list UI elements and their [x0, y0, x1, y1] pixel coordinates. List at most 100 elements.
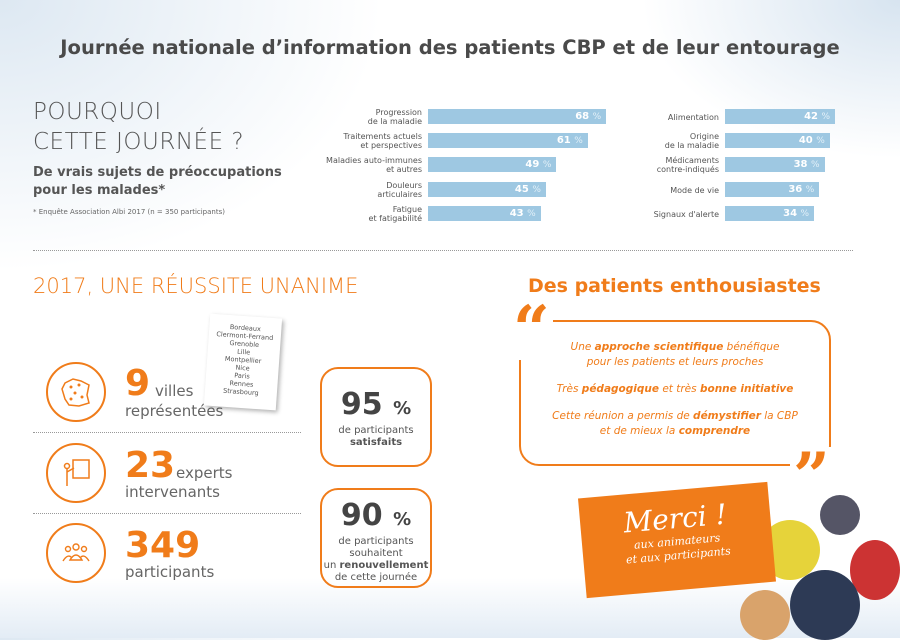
bar: 42 % — [725, 109, 836, 124]
experts-label: experts — [176, 464, 233, 482]
why-heading: POURQUOI CETTE JOURNÉE ? — [33, 97, 244, 157]
bar: 34 % — [725, 206, 815, 221]
bar: 40 % — [725, 133, 830, 148]
bar-value: 40 — [798, 135, 813, 146]
bar-label: Progression de la maladie — [302, 105, 422, 129]
box1-line1: de participants — [338, 425, 414, 436]
q: bénéfique — [723, 341, 780, 353]
bar-label-line1: Alimentation — [667, 112, 719, 122]
why-line2: CETTE JOURNÉE ? — [33, 129, 245, 155]
bar-label: Fatigue et fatigabilité — [302, 202, 422, 226]
bar-value: 49 — [525, 159, 540, 170]
bar: 49 % — [428, 157, 557, 172]
divider — [33, 432, 301, 433]
box1-line2: satisfaits — [349, 437, 403, 448]
q: la CBP — [760, 410, 798, 422]
q: Très — [556, 383, 582, 395]
bar-label-line1: Mode de vie — [670, 185, 719, 195]
close-quote-icon: ” — [790, 445, 833, 509]
cities-label: villes — [155, 382, 194, 400]
bar-label: Traitements actuels et perspectives — [302, 129, 422, 153]
bar-unit: % — [532, 185, 541, 195]
box2-line1: de participants — [338, 536, 414, 547]
bar: 68 % — [428, 109, 607, 124]
q: Cette réunion a permis de — [552, 410, 694, 422]
bar-value: 38 — [793, 159, 808, 170]
renewal-value: 90 — [340, 498, 383, 533]
bar-label: Origine de la maladie — [599, 129, 719, 153]
pct: % — [393, 398, 412, 419]
divider — [33, 513, 301, 514]
bar-label: Signaux d'alerte — [599, 202, 719, 226]
q: bonne initiative — [699, 383, 794, 395]
q: comprendre — [678, 425, 751, 437]
bar-label-line1: Maladies auto-immunes — [326, 156, 422, 165]
pct: % — [393, 509, 412, 530]
people-photo-part — [790, 570, 860, 640]
bar-value: 43 — [509, 208, 524, 219]
people-photo-part — [820, 495, 860, 535]
bar: 43 % — [428, 206, 541, 221]
experts-count: 23 — [125, 445, 176, 486]
experts-label2: intervenants — [125, 483, 220, 501]
open-quote-icon: “ — [510, 298, 553, 362]
sub1: De vrais sujets de préoccupations — [33, 165, 282, 180]
bar-label-line1: Traitements actuels — [343, 132, 422, 141]
bar-unit: % — [542, 160, 552, 170]
bar-value: 68 — [575, 111, 590, 122]
presenter-icon — [46, 443, 106, 503]
people-photo-part — [740, 590, 790, 640]
bar-unit: % — [527, 209, 536, 219]
success-heading: 2017, UNE RÉUSSITE UNANIME — [33, 274, 359, 298]
bar-value: 45 — [514, 184, 529, 195]
bar-unit: % — [800, 209, 810, 219]
bar-label: Douleurs articulaires — [302, 178, 422, 202]
bar-label-line2: et autres — [386, 165, 422, 174]
bar-unit: % — [592, 112, 602, 122]
bar-label-line1: Douleurs — [386, 181, 422, 190]
q: et de mieux la — [599, 425, 679, 437]
bar-label-line2: contre-indiqués — [656, 165, 719, 174]
bar-label-line1: Origine — [689, 132, 719, 141]
bar-label-line1: Signaux d'alerte — [653, 209, 719, 219]
q: démystifier — [693, 410, 761, 422]
bar-label-line1: Progression — [375, 108, 422, 117]
group-icon — [46, 523, 106, 583]
box2-line2: souhaitent — [349, 548, 403, 559]
bar-value: 36 — [788, 184, 803, 195]
cities-count: 9 — [125, 363, 151, 404]
bar-value: 42 — [804, 111, 818, 122]
q: Une — [570, 341, 595, 353]
bar-unit: % — [816, 136, 825, 146]
cities-card: Bordeaux Clermont-Ferrand Grenoble Lille Mon… — [203, 313, 283, 411]
bar: 45 % — [428, 182, 546, 197]
why-line1: POURQUOI — [33, 99, 162, 125]
thanks-banner: Merci ! aux animateurs et aux participan… — [578, 481, 776, 599]
bar-label-line1: Médicaments — [665, 156, 719, 165]
bar-label: Mode de vie — [599, 178, 719, 202]
why-subtitle: De vrais sujets de préoccupations pour le… — [33, 164, 282, 200]
bar-label-line2: et fatigabilité — [368, 214, 422, 223]
satisfaction-box: 95 % de participants satisfaits — [320, 367, 432, 467]
bar-unit: % — [574, 136, 583, 146]
bar-label-line2: de la maladie — [367, 117, 422, 126]
q: pour les patients et leurs proches — [586, 356, 764, 368]
divider — [33, 250, 853, 251]
france-map-icon — [46, 362, 106, 422]
bar: 38 % — [725, 157, 825, 172]
bar-value: 61 — [556, 135, 571, 146]
participants-label: participants — [125, 563, 215, 581]
q: pédagogique — [581, 383, 659, 395]
participants-count: 349 — [125, 525, 201, 566]
bar-label-line2: de la maladie — [664, 141, 719, 150]
renewal-box: 90 % de participants souhaitent un renou… — [320, 488, 432, 588]
bar-unit: % — [810, 160, 820, 170]
page-title: Journée nationale d’information des pati… — [60, 36, 840, 59]
sub2: pour les malades* — [33, 183, 166, 198]
cities-label2: représentées — [125, 402, 224, 420]
enthusiasts-heading: Des patients enthousiastes — [528, 275, 821, 297]
box2-line4: de cette journée — [334, 572, 418, 583]
survey-note: * Enquête Association Albi 2017 (n = 350… — [33, 208, 225, 216]
bar-label-line2: articulaires — [377, 190, 422, 199]
box2-line3b: renouvellement — [339, 560, 429, 571]
